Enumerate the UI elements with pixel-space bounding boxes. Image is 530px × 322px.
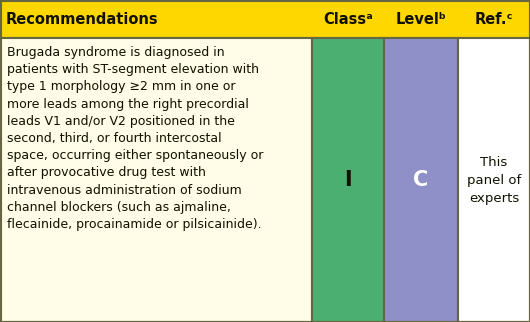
Text: Levelᵇ: Levelᵇ [395, 12, 446, 26]
Bar [458, 38, 530, 322]
Bar [384, 38, 458, 322]
Text: C: C [413, 170, 429, 190]
Text: Classᵃ: Classᵃ [323, 12, 373, 26]
Text: I: I [344, 170, 352, 190]
Text: Ref.ᶜ: Ref.ᶜ [475, 12, 513, 26]
Bar [312, 38, 384, 322]
Text: This
panel of
experts: This panel of experts [467, 156, 521, 204]
Text: Recommendations: Recommendations [6, 12, 158, 26]
Text: Brugada syndrome is diagnosed in
patients with ST-segment elevation with
type 1 : Brugada syndrome is diagnosed in patient… [7, 46, 263, 231]
Bar [0, 38, 312, 322]
Bar [0, 0, 530, 38]
